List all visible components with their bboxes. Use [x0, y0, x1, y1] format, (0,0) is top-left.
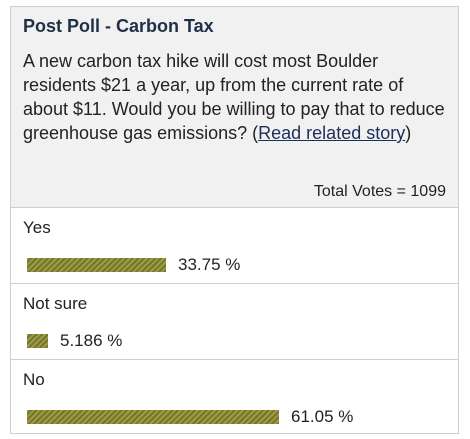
poll-title: Post Poll - Carbon Tax	[23, 16, 214, 36]
result-bar	[27, 334, 48, 348]
poll-header: Post Poll - Carbon Tax A new carbon tax …	[11, 7, 458, 207]
result-row: 33.75 %	[27, 255, 241, 274]
option-label: Yes	[23, 218, 51, 237]
total-votes: Total Votes = 1099	[313, 183, 446, 200]
result-bar	[27, 258, 166, 272]
poll-question-text: A new carbon tax hike will cost most Bou…	[23, 51, 445, 143]
result-row: 61.05 %	[27, 407, 354, 426]
result-percent: 5.186 %	[60, 331, 123, 350]
result-bar	[27, 410, 279, 424]
poll-option-yes: Yes 33.75 %	[11, 207, 458, 283]
option-label: Not sure	[23, 294, 88, 313]
option-label: No	[23, 370, 45, 389]
read-related-story-link[interactable]: Read related story	[258, 123, 406, 143]
poll-widget: Post Poll - Carbon Tax A new carbon tax …	[10, 6, 459, 434]
poll-option-no: No 61.05 %	[11, 359, 458, 435]
result-percent: 33.75 %	[178, 255, 241, 274]
result-percent: 61.05 %	[291, 407, 354, 426]
poll-question-suffix: )	[405, 123, 412, 143]
result-row: 5.186 %	[27, 331, 123, 350]
poll-option-not-sure: Not sure 5.186 %	[11, 283, 458, 359]
poll-question: A new carbon tax hike will cost most Bou…	[23, 49, 446, 145]
